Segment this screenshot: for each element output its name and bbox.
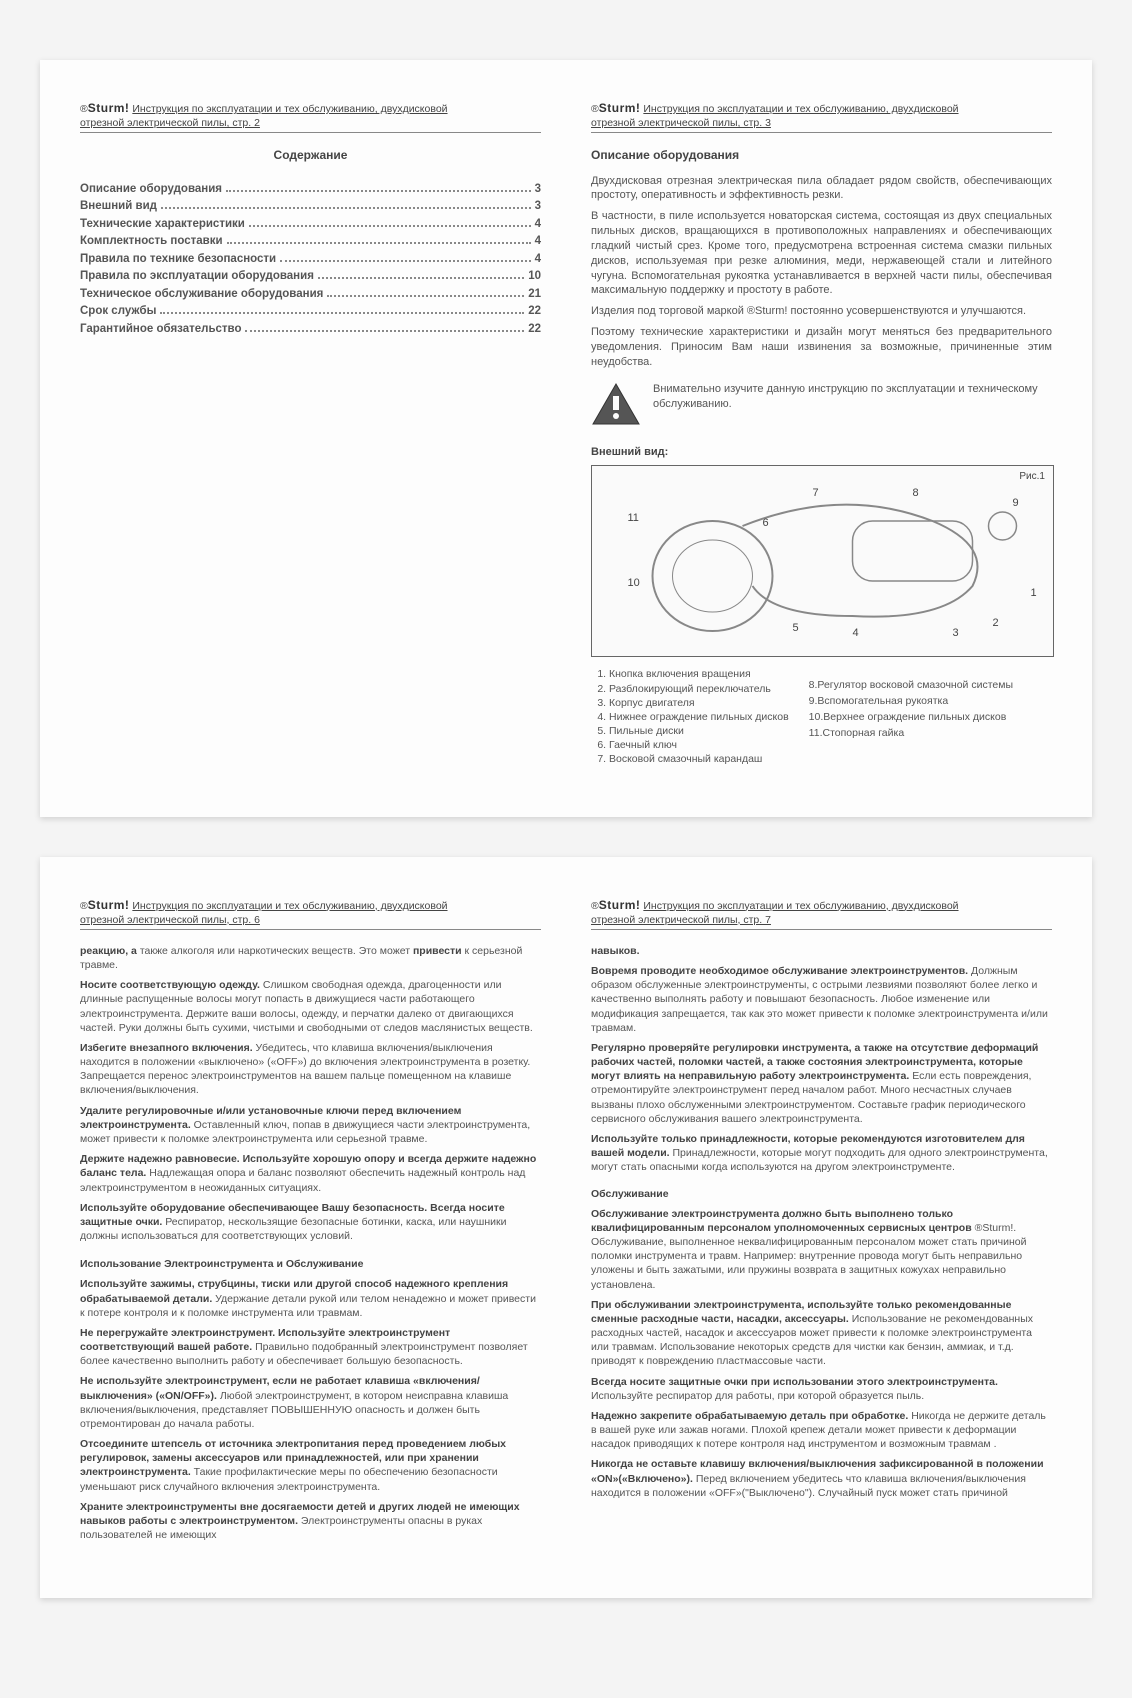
toc-row: Техническое обслуживание оборудования21: [80, 287, 541, 303]
page-6: ®Sturm! Инструкция по эксплуатации и тех…: [80, 897, 541, 1549]
brand-logo: Sturm!: [88, 101, 130, 115]
doc-header-p7: ®Sturm! Инструкция по эксплуатации и тех…: [591, 897, 1052, 930]
safety-block: Используйте оборудование обеспечивающее …: [80, 1201, 541, 1244]
toc-row: Описание оборудования3: [80, 182, 541, 198]
toc-row: Гарантийное обязательство22: [80, 322, 541, 338]
warning-icon: [591, 382, 641, 431]
doc-header-p6: ®Sturm! Инструкция по эксплуатации и тех…: [80, 897, 541, 930]
svg-text:4: 4: [853, 627, 859, 639]
toc-row: Правила по технике безопасности4: [80, 252, 541, 268]
svg-text:2: 2: [993, 617, 999, 629]
section-title: Обслуживание: [591, 1187, 1052, 1201]
toc-title: Содержание: [80, 147, 541, 163]
attention-notice: Внимательно изучите данную инструкцию по…: [591, 382, 1052, 431]
saw-diagram-svg: 11 10 5 4 3 2 1 9 8 7 6: [592, 466, 1053, 656]
svg-text:1: 1: [1031, 587, 1037, 599]
safety-block: Не используйте электроинструмент, если н…: [80, 1374, 541, 1431]
svg-text:5: 5: [793, 622, 799, 634]
page-2: ®Sturm! Инструкция по эксплуатации и тех…: [80, 100, 541, 767]
description-body: Двухдисковая отрезная электрическая пила…: [591, 174, 1052, 370]
table-of-contents: Описание оборудования3 Внешний вид3 Техн…: [80, 182, 541, 338]
safety-block: Носите соответствующую одежду. Слишком с…: [80, 978, 541, 1035]
figure-label: Рис.1: [1019, 470, 1045, 484]
equipment-description-title: Описание оборудования: [591, 147, 1052, 163]
maint-block: Регулярно проверяйте регулировки инструм…: [591, 1041, 1052, 1126]
toc-row: Правила по эксплуатации оборудования10: [80, 269, 541, 285]
external-view-title: Внешний вид:: [591, 445, 1052, 460]
sheet-pages-6-7: ®Sturm! Инструкция по эксплуатации и тех…: [40, 857, 1092, 1599]
maint-block: Используйте только принадлежности, котор…: [591, 1132, 1052, 1175]
parts-right: 8.Регулятор восковой смазочной системы 9…: [809, 678, 1013, 756]
safety-block: Отсоедините штепсель от источника электр…: [80, 1437, 541, 1494]
toc-row: Внешний вид3: [80, 199, 541, 215]
maint-block: Всегда носите защитные очки при использо…: [591, 1375, 1052, 1403]
parts-left: Кнопка включения вращения Разблокирующий…: [591, 667, 789, 766]
safety-block: Не перегружайте электроинструмент. Испол…: [80, 1326, 541, 1369]
svg-text:11: 11: [628, 512, 639, 524]
toc-row: Технические характеристики4: [80, 217, 541, 233]
safety-block: Храните электроинструменты вне досягаемо…: [80, 1500, 541, 1543]
notice-text: Внимательно изучите данную инструкцию по…: [653, 382, 1052, 412]
svg-text:6: 6: [763, 517, 769, 529]
safety-block: Используйте зажимы, струбцины, тиски или…: [80, 1277, 541, 1320]
maint-block: Надежно закрепите обрабатываемую деталь …: [591, 1409, 1052, 1452]
continued-word: навыков.: [591, 944, 1052, 958]
maint-block: Обслуживание электроинструмента должно б…: [591, 1207, 1052, 1292]
maint-block: Никогда не оставьте клавишу включения/вы…: [591, 1457, 1052, 1500]
safety-block: Держите надежно равновесие. Используйте …: [80, 1152, 541, 1195]
svg-text:3: 3: [953, 627, 959, 639]
maint-block: При обслуживании электроинструмента, исп…: [591, 1298, 1052, 1369]
safety-block: Избегите внезапного включения. Убедитесь…: [80, 1041, 541, 1098]
doc-header-p3: ®Sturm! Инструкция по эксплуатации и тех…: [591, 100, 1052, 133]
header-sub: Инструкция по эксплуатации и тех обслужи…: [132, 103, 447, 115]
svg-text:8: 8: [913, 487, 919, 499]
maint-block: Вовремя проводите необходимое обслуживан…: [591, 964, 1052, 1035]
svg-text:7: 7: [813, 487, 819, 499]
svg-text:10: 10: [628, 577, 640, 589]
header-sub2: отрезной электрической пилы, стр. 2: [80, 117, 260, 129]
sheet-pages-2-3: ®Sturm! Инструкция по эксплуатации и тех…: [40, 60, 1092, 817]
doc-header-p2: ®Sturm! Инструкция по эксплуатации и тех…: [80, 100, 541, 133]
safety-block: Удалите регулировочные и/или установочны…: [80, 1104, 541, 1147]
parts-legend: Кнопка включения вращения Разблокирующий…: [591, 667, 1052, 766]
svg-text:9: 9: [1013, 497, 1019, 509]
toc-row: Срок службы22: [80, 304, 541, 320]
section-title: Использование Электроинструмента и Обслу…: [80, 1257, 541, 1271]
page-7: ®Sturm! Инструкция по эксплуатации и тех…: [591, 897, 1052, 1549]
toc-row: Комплектность поставки4: [80, 234, 541, 250]
equipment-diagram: Рис.1 11 10 5 4 3 2: [591, 465, 1054, 657]
page-3: ®Sturm! Инструкция по эксплуатации и тех…: [591, 100, 1052, 767]
